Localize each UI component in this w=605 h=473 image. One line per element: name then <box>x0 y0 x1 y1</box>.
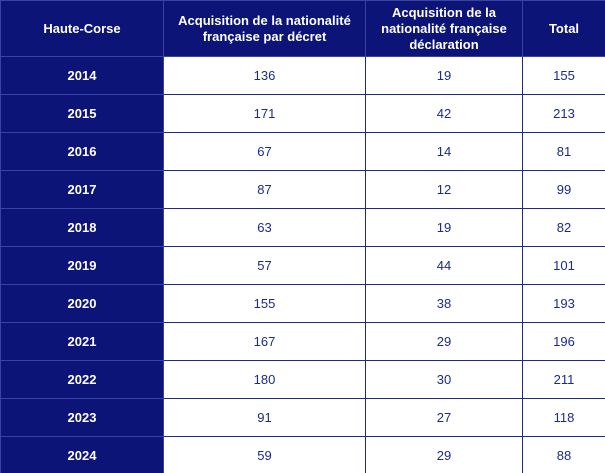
table-cell: 88 <box>522 436 605 473</box>
table-cell: 44 <box>365 246 523 285</box>
table-cell: 12 <box>365 170 523 209</box>
table-cell: 101 <box>522 246 605 285</box>
table-cell: 30 <box>365 360 523 399</box>
table-row: 2018 63 19 82 <box>0 208 605 247</box>
row-header: 2019 <box>0 246 164 285</box>
row-header: 2023 <box>0 398 164 437</box>
table-cell: 29 <box>365 436 523 473</box>
row-header: 2020 <box>0 284 164 323</box>
table-cell: 155 <box>163 284 366 323</box>
table-cell: 193 <box>522 284 605 323</box>
table-row: 2022 180 30 211 <box>0 360 605 399</box>
column-header: Total <box>522 0 605 57</box>
table-cell: 213 <box>522 94 605 133</box>
column-header: Haute-Corse <box>0 0 164 57</box>
table-cell: 19 <box>365 56 523 95</box>
table-cell: 42 <box>365 94 523 133</box>
table-cell: 136 <box>163 56 366 95</box>
table-cell: 63 <box>163 208 366 247</box>
table-cell: 91 <box>163 398 366 437</box>
table-cell: 19 <box>365 208 523 247</box>
table-cell: 81 <box>522 132 605 171</box>
column-header: Acquisition de la nationalité française … <box>163 0 366 57</box>
row-header: 2021 <box>0 322 164 361</box>
row-header: 2014 <box>0 56 164 95</box>
row-header: 2017 <box>0 170 164 209</box>
column-header: Acquisition de la nationalité française … <box>365 0 523 57</box>
row-header: 2024 <box>0 436 164 473</box>
table-cell: 118 <box>522 398 605 437</box>
table-cell: 67 <box>163 132 366 171</box>
table-row: 2024 59 29 88 <box>0 436 605 473</box>
table-cell: 27 <box>365 398 523 437</box>
table-cell: 211 <box>522 360 605 399</box>
table-cell: 82 <box>522 208 605 247</box>
table-cell: 99 <box>522 170 605 209</box>
row-header: 2016 <box>0 132 164 171</box>
table-cell: 14 <box>365 132 523 171</box>
table-body: 2014 136 19 155 2015 171 42 213 2016 67 14 81 2017 87… <box>0 56 605 473</box>
table-header: Haute-Corse Acquisition de la nationalité… <box>0 0 605 57</box>
row-header: 2015 <box>0 94 164 133</box>
table-cell: 171 <box>163 94 366 133</box>
table-row: 2021 167 29 196 <box>0 322 605 361</box>
row-header: 2018 <box>0 208 164 247</box>
table-cell: 155 <box>522 56 605 95</box>
table-row: 2020 155 38 193 <box>0 284 605 323</box>
table-row: 2019 57 44 101 <box>0 246 605 285</box>
table-cell: 59 <box>163 436 366 473</box>
table-row: 2015 171 42 213 <box>0 94 605 133</box>
table-cell: 87 <box>163 170 366 209</box>
table-cell: 38 <box>365 284 523 323</box>
row-header: 2022 <box>0 360 164 399</box>
table-cell: 167 <box>163 322 366 361</box>
table-row: 2014 136 19 155 <box>0 56 605 95</box>
table-row: 2016 67 14 81 <box>0 132 605 171</box>
table-cell: 196 <box>522 322 605 361</box>
table-cell: 180 <box>163 360 366 399</box>
table-row: 2017 87 12 99 <box>0 170 605 209</box>
header-row: Haute-Corse Acquisition de la nationalité… <box>0 0 605 57</box>
table-cell: 29 <box>365 322 523 361</box>
table-row: 2023 91 27 118 <box>0 398 605 437</box>
table-cell: 57 <box>163 246 366 285</box>
